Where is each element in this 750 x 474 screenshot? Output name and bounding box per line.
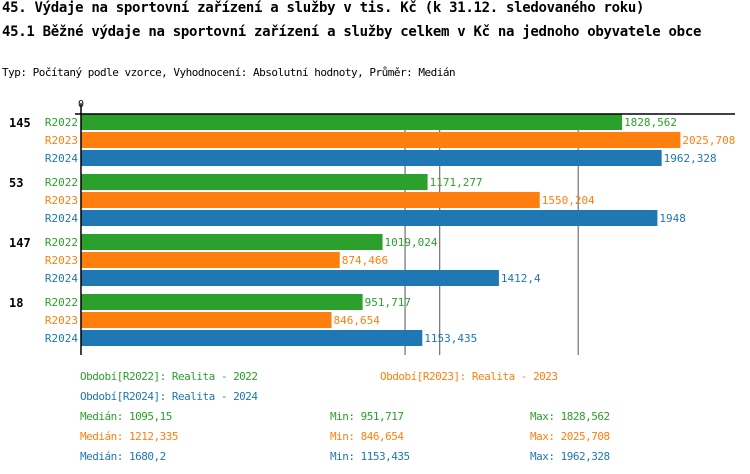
legend-r2022: Období[R2022]: Realita - 2022	[80, 370, 258, 383]
series-label: R2023	[45, 254, 78, 267]
stat-median-r2023: Medián: 1212,335	[80, 430, 178, 443]
data-label: 1412,4	[501, 272, 541, 285]
bar-r2023	[81, 312, 332, 328]
data-label: 874,466	[342, 254, 388, 267]
bar-r2023	[81, 252, 340, 268]
bar-r2024	[81, 270, 499, 286]
stat-min-r2022: Min: 951,717	[330, 410, 404, 423]
series-label: R2024	[45, 212, 78, 225]
data-label: 1550,204	[542, 194, 595, 207]
bar-r2023	[81, 192, 540, 208]
data-label: 1948	[659, 212, 686, 225]
data-label: 846,654	[334, 314, 381, 327]
series-label: R2022	[45, 176, 78, 189]
category-label: 145	[9, 116, 31, 130]
series-label: R2023	[45, 134, 78, 147]
series-label: R2022	[45, 236, 78, 249]
category-label: 53	[9, 176, 23, 190]
bar-r2022	[81, 174, 428, 190]
x-tick-label: 0	[78, 99, 84, 110]
series-label: R2023	[45, 314, 78, 327]
stat-median-r2024: Medián: 1680,2	[80, 450, 166, 463]
stat-min-r2023: Min: 846,654	[330, 430, 404, 443]
stat-max-r2023: Max: 2025,708	[530, 430, 610, 443]
page-title: 45. Výdaje na sportovní zařízení a služb…	[2, 0, 645, 16]
series-label: R2024	[45, 152, 78, 165]
data-label: 1828,562	[624, 116, 677, 129]
bar-r2023	[81, 132, 681, 148]
bar-r2022	[81, 114, 623, 130]
series-label: R2024	[45, 272, 78, 285]
data-label: 951,717	[365, 296, 411, 309]
chart-subtitle: 45.1 Běžné výdaje na sportovní zařízení …	[2, 24, 702, 40]
bar-r2024	[81, 150, 662, 166]
bar-r2022	[81, 234, 383, 250]
bar-r2024	[81, 330, 423, 346]
data-label: 1171,277	[430, 176, 483, 189]
data-label: 2025,708	[682, 134, 735, 147]
stat-max-r2024: Max: 1962,328	[530, 450, 610, 463]
legend-r2024: Období[R2024]: Realita - 2024	[80, 390, 258, 403]
stat-min-r2024: Min: 1153,435	[330, 450, 410, 463]
series-label: R2023	[45, 194, 78, 207]
category-label: 147	[9, 236, 31, 250]
bar-r2024	[81, 210, 658, 226]
stat-max-r2022: Max: 1828,562	[530, 410, 610, 423]
data-label: 1153,435	[424, 332, 477, 345]
chart-info: Typ: Počítaný podle vzorce, Vyhodnocení:…	[2, 66, 456, 79]
series-label: R2024	[45, 332, 78, 345]
legend-r2023: Období[R2023]: Realita - 2023	[380, 370, 558, 383]
series-label: R2022	[45, 296, 78, 309]
category-label: 18	[9, 296, 23, 310]
stat-median-r2022: Medián: 1095,15	[80, 410, 172, 423]
series-label: R2022	[45, 116, 78, 129]
bar-r2022	[81, 294, 363, 310]
data-label: 1962,328	[664, 152, 717, 165]
data-label: 1019,024	[385, 236, 438, 249]
